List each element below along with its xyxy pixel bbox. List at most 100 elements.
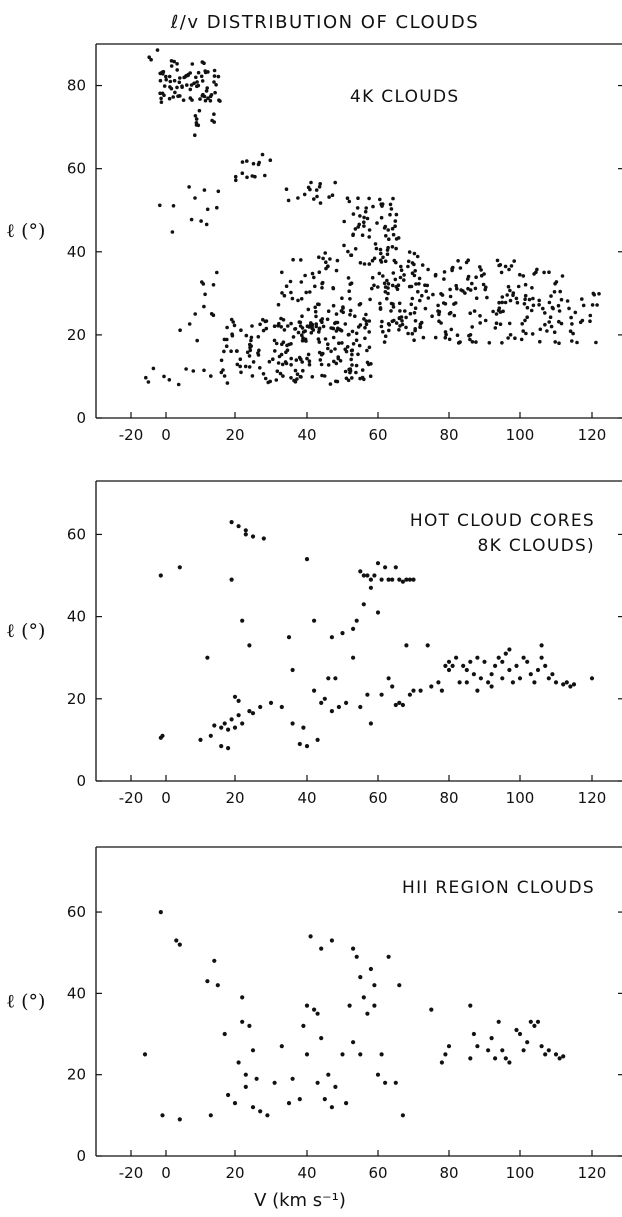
- data-point: [493, 326, 498, 330]
- data-point: [346, 378, 351, 383]
- data-point: [309, 180, 313, 185]
- data-point: [171, 95, 175, 99]
- data-point: [159, 100, 164, 104]
- data-point: [351, 212, 356, 216]
- data-point: [286, 198, 291, 203]
- data-point: [507, 267, 511, 272]
- data-point: [493, 663, 498, 669]
- data-point: [379, 577, 384, 582]
- data-point: [236, 1060, 241, 1065]
- data-point: [181, 98, 186, 102]
- data-point: [404, 315, 408, 320]
- data-point: [397, 301, 402, 306]
- data-point: [470, 340, 475, 344]
- data-point: [404, 325, 408, 330]
- data-point: [535, 267, 539, 272]
- x-tick-label: 100: [506, 1164, 535, 1182]
- data-point: [160, 1113, 165, 1118]
- data-point: [361, 602, 366, 607]
- data-point: [318, 201, 323, 205]
- data-point: [250, 1105, 256, 1110]
- data-point: [523, 318, 527, 323]
- data-point: [159, 96, 163, 101]
- data-point: [564, 680, 569, 685]
- data-point: [204, 222, 209, 227]
- data-point: [532, 680, 537, 685]
- data-point: [172, 59, 176, 64]
- data-point: [454, 655, 459, 660]
- data-point: [307, 362, 312, 367]
- data-point: [386, 954, 391, 959]
- y-axis-label: ℓ (°): [6, 991, 45, 1013]
- data-point: [396, 283, 401, 288]
- data-point: [464, 667, 469, 673]
- x-tick-label: 80: [439, 1164, 458, 1182]
- data-point: [486, 680, 491, 685]
- data-point: [356, 352, 360, 357]
- data-point: [275, 369, 280, 374]
- data-point: [447, 311, 452, 316]
- data-point: [312, 197, 316, 201]
- data-point: [468, 659, 473, 664]
- data-point: [386, 322, 391, 326]
- data-point: [243, 528, 248, 533]
- data-point: [256, 351, 260, 355]
- data-point: [299, 357, 303, 362]
- data-point: [532, 272, 536, 276]
- data-point: [481, 282, 486, 287]
- data-point: [496, 655, 501, 660]
- data-point: [162, 374, 166, 379]
- data-point: [301, 368, 305, 373]
- data-point: [371, 204, 375, 209]
- data-point: [568, 684, 573, 689]
- data-point: [297, 741, 302, 747]
- data-point: [300, 338, 305, 343]
- data-point: [400, 579, 405, 584]
- data-point: [521, 274, 526, 278]
- data-point: [499, 270, 504, 275]
- data-point: [184, 367, 188, 371]
- y-tick-label: 60: [67, 525, 86, 543]
- data-point: [525, 659, 530, 664]
- data-point: [500, 341, 504, 345]
- y-tick-label: 40: [67, 243, 86, 261]
- data-point: [358, 1052, 363, 1057]
- data-point: [206, 96, 210, 100]
- data-point: [215, 983, 220, 988]
- data-point: [238, 364, 242, 369]
- data-point: [559, 321, 564, 326]
- data-point: [468, 1003, 473, 1008]
- data-point: [219, 725, 224, 730]
- data-point: [478, 676, 483, 681]
- data-point: [365, 348, 369, 353]
- data-point: [500, 300, 505, 305]
- data-point: [389, 207, 394, 211]
- data-point: [495, 258, 500, 263]
- data-point: [267, 359, 272, 364]
- data-point: [282, 328, 287, 332]
- data-point: [339, 328, 344, 333]
- data-point: [232, 694, 238, 699]
- data-point: [353, 247, 358, 251]
- data-point: [580, 297, 584, 301]
- data-point: [597, 292, 601, 296]
- data-point: [334, 329, 339, 333]
- data-point: [229, 349, 233, 354]
- data-point: [518, 272, 522, 277]
- data-point: [272, 324, 277, 329]
- data-point: [507, 647, 512, 652]
- data-point: [570, 339, 574, 343]
- y-axis-label: ℓ (°): [6, 220, 45, 242]
- data-point: [397, 983, 402, 988]
- data-point: [218, 99, 222, 103]
- data-point: [151, 366, 156, 371]
- data-point: [219, 744, 224, 749]
- data-point: [158, 573, 163, 578]
- data-point: [177, 565, 182, 570]
- data-point: [351, 655, 356, 660]
- data-point: [516, 284, 521, 289]
- panel-label: HOT CLOUD CORES: [410, 511, 595, 531]
- data-point: [313, 309, 318, 314]
- data-point: [333, 180, 338, 185]
- data-point: [199, 219, 203, 223]
